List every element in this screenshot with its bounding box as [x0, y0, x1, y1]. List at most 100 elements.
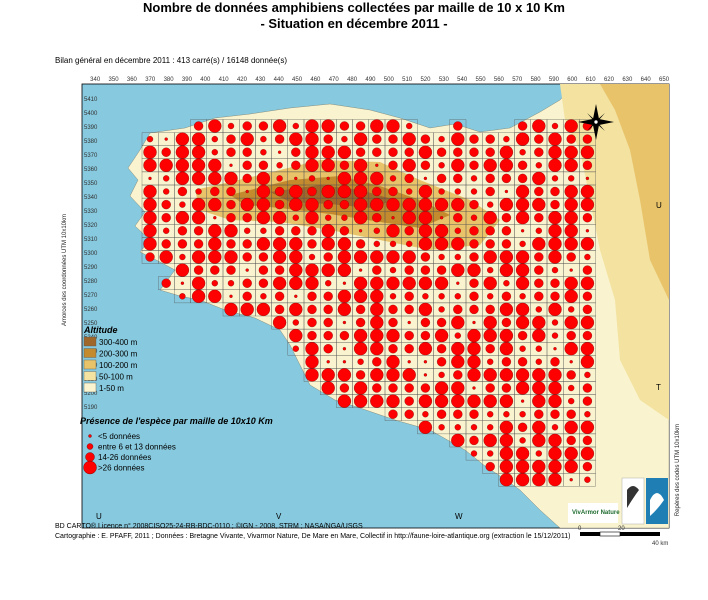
presence-dot [292, 122, 299, 130]
presence-dot [307, 330, 317, 341]
presence-dot [326, 360, 330, 364]
presence-dot [467, 355, 481, 369]
presence-dot [208, 250, 222, 264]
presence-dot [434, 237, 449, 251]
x-tick-label: 570 [512, 77, 523, 83]
presence-dot [321, 119, 335, 133]
presence-dot [355, 304, 366, 315]
presence-dot [434, 224, 449, 238]
x-tick-label: 490 [365, 77, 376, 83]
x-axis-ticks: 340 350 360 370 380 390 400 410 420 430 440 450 460 4… [90, 77, 670, 83]
presence-dot [515, 459, 530, 474]
presence-dot [177, 226, 188, 236]
presence-dot [499, 250, 514, 264]
presence-dot [308, 253, 316, 261]
presence-dot [372, 383, 382, 393]
presence-dot [532, 171, 546, 186]
presence-dot [305, 342, 319, 356]
presence-dot [499, 433, 514, 448]
presence-dot [564, 184, 578, 199]
presence-dot [515, 302, 530, 317]
presence-dot [307, 186, 317, 197]
presence-dot [276, 175, 283, 182]
presence-dot [434, 394, 449, 408]
presence-dot [342, 347, 347, 351]
presence-dot [245, 189, 249, 194]
presence-dot [339, 160, 350, 170]
presence-dot [325, 214, 332, 221]
presence-dot [323, 252, 333, 262]
presence-dot [274, 304, 285, 315]
presence-dot [355, 239, 366, 249]
altitude-swatch [83, 371, 97, 381]
legend: Altitude 300-400 m 200-300 m 100-200 m 50-1… [80, 325, 273, 475]
presence-dot [208, 289, 222, 303]
presence-dot [418, 342, 433, 356]
presence-dot [372, 147, 382, 157]
presence-dot [517, 422, 528, 432]
presence-dot [323, 317, 333, 328]
presence-dot [276, 162, 283, 169]
presence-dot [193, 265, 204, 275]
presence-dot [337, 263, 352, 277]
presence-dot [191, 132, 206, 146]
presence-dot [582, 383, 593, 393]
x-tick-label: 580 [531, 77, 542, 83]
y-tick-label: 5310 [84, 237, 98, 243]
presence-dot [469, 226, 479, 236]
presence-dot [515, 276, 530, 290]
presence-dot [483, 328, 497, 343]
presence-dot [532, 433, 546, 448]
x-tick-label: 360 [127, 77, 138, 83]
presence-dot [499, 197, 514, 212]
presence-dot [372, 134, 382, 144]
presence-dot [260, 149, 267, 156]
x-tick-label: 390 [182, 77, 193, 83]
presence-symbol [85, 452, 95, 462]
presence-dot [258, 252, 269, 262]
presence-dot [180, 281, 185, 285]
presence-dot [402, 158, 416, 172]
presence-dot [272, 119, 287, 133]
presence-dot [582, 461, 593, 472]
presence-dot [191, 197, 206, 212]
presence-dot [353, 276, 368, 290]
presence-dot [454, 293, 461, 300]
y-tick-label: 5280 [84, 279, 98, 285]
presence-dot [305, 119, 319, 133]
presence-dot [550, 278, 560, 288]
presence-dot [305, 368, 319, 382]
scale-label-40: 40 km [652, 541, 668, 547]
x-tick-label: 630 [622, 77, 633, 83]
presence-dot [420, 383, 431, 393]
x-tick-label: 620 [604, 77, 615, 83]
presence-dot [582, 396, 593, 406]
presence-dot [548, 158, 562, 172]
presence-dot [580, 184, 595, 199]
presence-dot [224, 302, 238, 317]
presence-dot [177, 186, 188, 197]
presence-dot [548, 473, 562, 487]
presence-dot [517, 173, 528, 184]
presence-dot [179, 201, 186, 208]
presence-dot [535, 162, 542, 169]
presence-dot [227, 280, 235, 287]
presence-dot [402, 132, 416, 146]
presence-dot [337, 171, 352, 186]
presence-dot [341, 214, 348, 221]
presence-dot [519, 240, 526, 248]
presence-dot [422, 411, 429, 418]
presence-dot [388, 344, 398, 354]
presence-dot [551, 319, 559, 326]
presence-dot [258, 265, 269, 275]
presence-dot [208, 119, 222, 133]
presence-dot [418, 211, 433, 225]
presence-dot [325, 280, 332, 287]
presence-dot [353, 211, 368, 225]
presence-dot [535, 227, 542, 234]
presence-dot [483, 250, 497, 264]
presence-dot [515, 473, 530, 487]
x-tick-label: 560 [494, 77, 505, 83]
presence-dot [372, 265, 382, 275]
presence-dot [388, 383, 398, 393]
